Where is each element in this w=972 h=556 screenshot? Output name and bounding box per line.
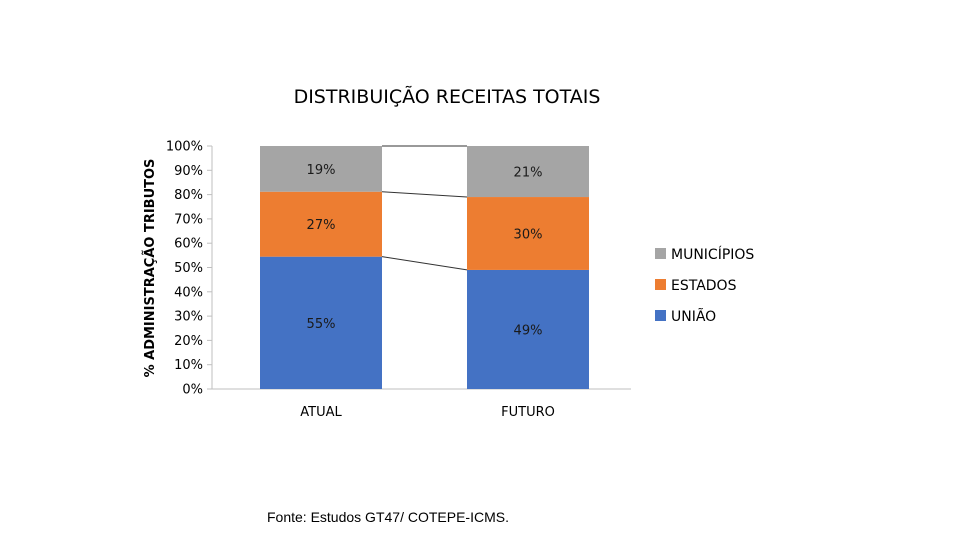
series-lines — [381, 145, 468, 271]
bar-estados-atual — [260, 191, 382, 257]
y-tick-label: 20% — [174, 334, 203, 349]
bar-municípios-atual — [260, 146, 382, 192]
y-tick-label: 0% — [182, 383, 203, 398]
bar-união-futuro — [467, 269, 589, 389]
y-axis-label: % ADMINISTRAÇÃO TRIBUTOS — [142, 159, 158, 378]
legend-swatch — [655, 248, 666, 259]
series-line — [381, 256, 468, 271]
y-tick-label: 70% — [174, 212, 203, 227]
bar-municípios-futuro — [467, 146, 589, 198]
y-tick-label: 10% — [174, 358, 203, 373]
y-tick-label: 30% — [174, 310, 203, 325]
source-note: Fonte: Estudos GT47/ COTEPE-ICMS. — [267, 509, 509, 525]
y-tick-label: 60% — [174, 237, 203, 252]
data-label: 27% — [307, 218, 336, 233]
legend-label: ESTADOS — [671, 278, 737, 294]
data-label: 21% — [514, 166, 543, 181]
bars — [260, 146, 589, 389]
y-tick-label: 100% — [166, 140, 203, 155]
data-label: 30% — [514, 227, 543, 242]
y-tick-label: 50% — [174, 261, 203, 276]
data-label: 49% — [514, 323, 543, 338]
bar-união-atual — [260, 256, 382, 389]
bar-estados-futuro — [467, 197, 589, 270]
axes: 0% 10% 20% 30% 40% 50% 60% 70% 80% 90% 100% ATUAL FU… — [166, 140, 631, 420]
y-tick-label: 40% — [174, 285, 203, 300]
y-tick-label: 80% — [174, 188, 203, 203]
series-line — [381, 191, 468, 198]
chart-title: DISTRIBUIÇÃO RECEITAS TOTAIS — [294, 85, 601, 108]
data-labels: 55% 27% 19% 49% 30% 21% — [307, 163, 543, 339]
legend-swatch — [655, 279, 666, 290]
x-category-label: FUTURO — [501, 405, 555, 420]
legend-swatch — [655, 310, 666, 321]
x-category-label: ATUAL — [300, 405, 342, 420]
legend: MUNICÍPIOS ESTADOS UNIÃO — [655, 246, 754, 325]
y-tick-label: 90% — [174, 164, 203, 179]
legend-label: UNIÃO — [671, 308, 716, 325]
legend-label: MUNICÍPIOS — [671, 246, 754, 263]
data-label: 55% — [307, 317, 336, 332]
data-label: 19% — [307, 163, 336, 178]
